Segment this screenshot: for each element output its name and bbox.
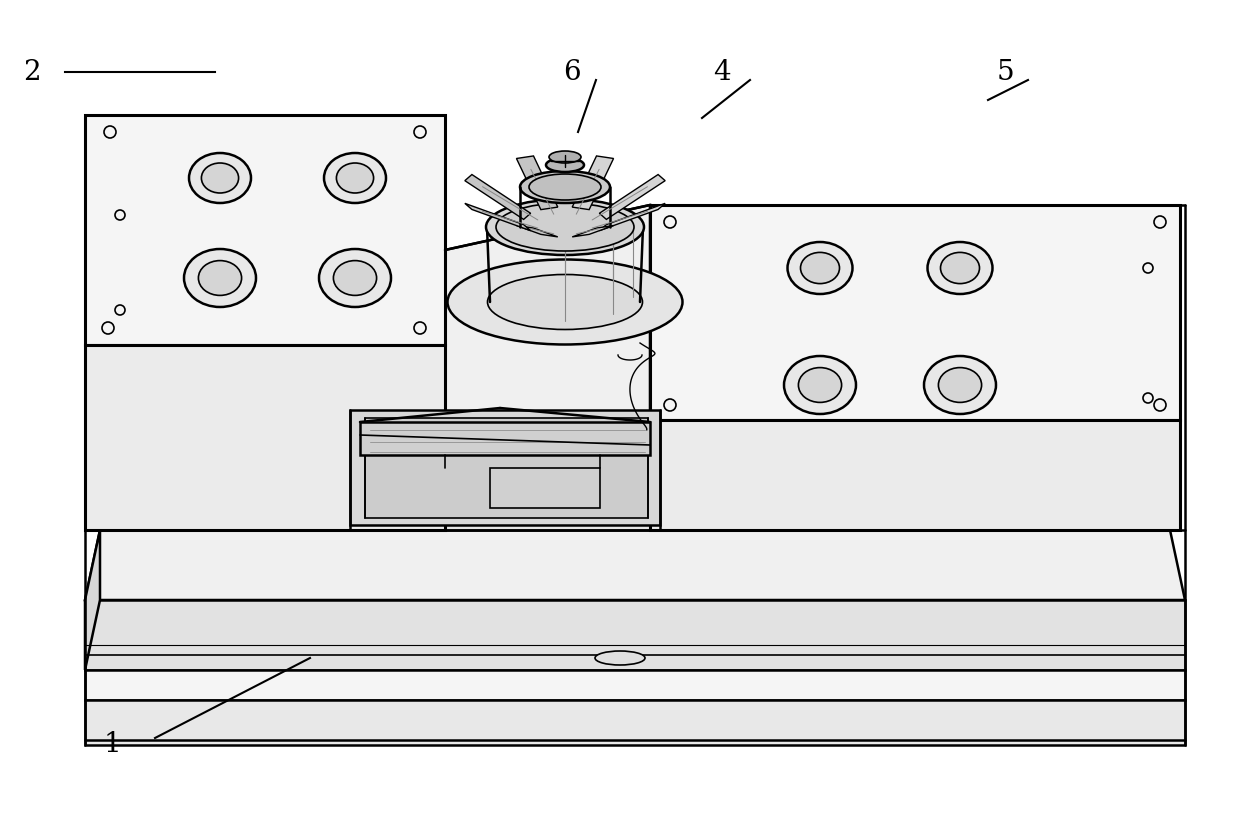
Ellipse shape (414, 126, 427, 138)
Ellipse shape (184, 249, 255, 307)
Polygon shape (86, 670, 1185, 700)
Polygon shape (572, 156, 614, 210)
Text: 2: 2 (24, 59, 41, 85)
Ellipse shape (201, 163, 238, 193)
Ellipse shape (801, 252, 839, 283)
Polygon shape (572, 225, 614, 237)
Polygon shape (445, 205, 650, 420)
Polygon shape (650, 420, 1180, 530)
Ellipse shape (663, 216, 676, 228)
Polygon shape (465, 204, 531, 230)
Ellipse shape (595, 651, 645, 665)
Ellipse shape (188, 153, 250, 203)
Text: 5: 5 (996, 59, 1014, 85)
Polygon shape (465, 174, 531, 220)
Polygon shape (490, 468, 600, 508)
Ellipse shape (1154, 399, 1166, 411)
Text: 6: 6 (563, 59, 580, 85)
Ellipse shape (448, 260, 682, 344)
Polygon shape (86, 530, 100, 670)
Ellipse shape (496, 203, 634, 251)
Ellipse shape (924, 356, 996, 414)
Ellipse shape (939, 368, 982, 402)
Ellipse shape (334, 261, 377, 296)
Polygon shape (445, 420, 650, 530)
Polygon shape (86, 345, 445, 530)
Ellipse shape (1143, 393, 1153, 403)
Ellipse shape (115, 305, 125, 315)
Polygon shape (350, 410, 660, 525)
Ellipse shape (336, 163, 373, 193)
Ellipse shape (784, 356, 856, 414)
Ellipse shape (104, 126, 117, 138)
Ellipse shape (663, 399, 676, 411)
Polygon shape (360, 422, 650, 455)
Ellipse shape (115, 210, 125, 220)
Polygon shape (599, 204, 665, 230)
Polygon shape (599, 174, 665, 220)
Ellipse shape (1154, 216, 1166, 228)
Ellipse shape (487, 275, 642, 329)
Text: 4: 4 (713, 59, 730, 85)
Ellipse shape (787, 242, 853, 294)
Polygon shape (516, 156, 558, 210)
Polygon shape (516, 225, 558, 237)
Ellipse shape (529, 174, 601, 200)
Ellipse shape (198, 261, 242, 296)
Polygon shape (86, 530, 1185, 600)
Ellipse shape (549, 151, 582, 163)
Polygon shape (86, 115, 445, 345)
Ellipse shape (102, 322, 114, 334)
Polygon shape (365, 418, 649, 518)
Ellipse shape (414, 322, 427, 334)
Ellipse shape (928, 242, 992, 294)
Ellipse shape (324, 153, 386, 203)
Polygon shape (86, 600, 1185, 670)
Ellipse shape (1143, 263, 1153, 273)
Ellipse shape (546, 158, 584, 172)
Polygon shape (86, 700, 1185, 745)
Text: 1: 1 (103, 732, 120, 758)
Ellipse shape (799, 368, 842, 402)
Ellipse shape (486, 199, 644, 255)
Ellipse shape (520, 171, 610, 203)
Polygon shape (650, 205, 1180, 420)
Ellipse shape (940, 252, 980, 283)
Ellipse shape (319, 249, 391, 307)
